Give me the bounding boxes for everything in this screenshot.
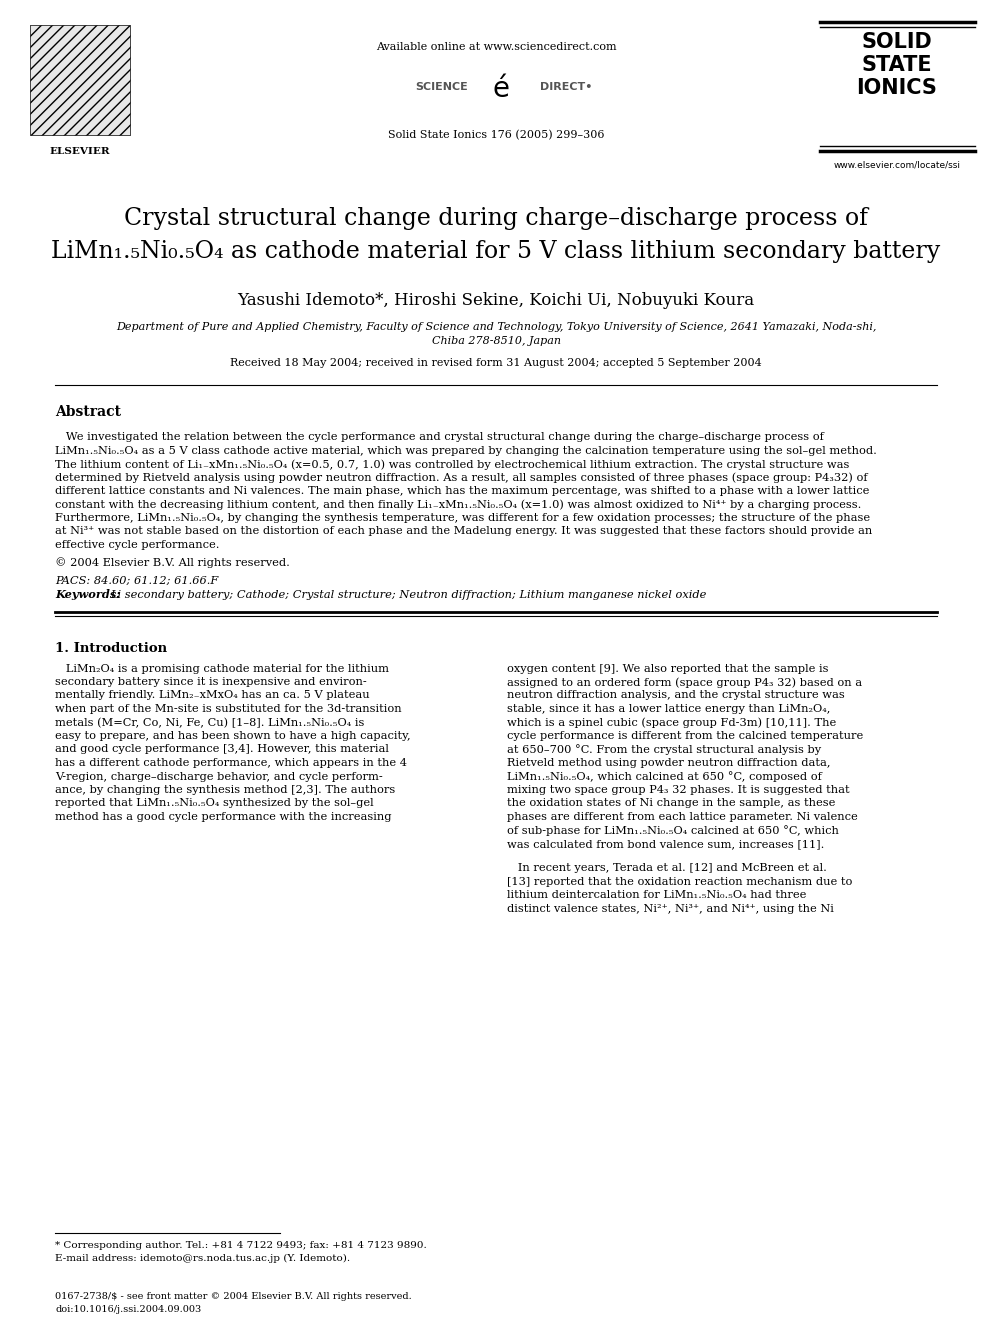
Text: method has a good cycle performance with the increasing: method has a good cycle performance with…: [55, 812, 392, 822]
Text: Rietveld method using powder neutron diffraction data,: Rietveld method using powder neutron dif…: [507, 758, 830, 767]
Text: and good cycle performance [3,4]. However, this material: and good cycle performance [3,4]. Howeve…: [55, 745, 389, 754]
Text: 1. Introduction: 1. Introduction: [55, 642, 167, 655]
Text: neutron diffraction analysis, and the crystal structure was: neutron diffraction analysis, and the cr…: [507, 691, 845, 700]
Text: LiMn₁.₅Ni₀.₅O₄, which calcined at 650 °C, composed of: LiMn₁.₅Ni₀.₅O₄, which calcined at 650 °C…: [507, 771, 822, 782]
Text: at 650–700 °C. From the crystal structural analysis by: at 650–700 °C. From the crystal structur…: [507, 745, 821, 755]
Text: é: é: [492, 75, 510, 103]
Text: oxygen content [9]. We also reported that the sample is: oxygen content [9]. We also reported tha…: [507, 664, 828, 673]
Text: effective cycle performance.: effective cycle performance.: [55, 540, 219, 550]
Text: Received 18 May 2004; received in revised form 31 August 2004; accepted 5 Septem: Received 18 May 2004; received in revise…: [230, 359, 762, 368]
Text: was calculated from bond valence sum, increases [11].: was calculated from bond valence sum, in…: [507, 839, 824, 849]
Text: Crystal structural change during charge–discharge process of: Crystal structural change during charge–…: [124, 206, 868, 230]
Text: Solid State Ionics 176 (2005) 299–306: Solid State Ionics 176 (2005) 299–306: [388, 130, 604, 140]
Text: mixing two space group P4₃ 32 phases. It is suggested that: mixing two space group P4₃ 32 phases. It…: [507, 785, 849, 795]
Text: IONICS: IONICS: [856, 78, 937, 98]
Text: Department of Pure and Applied Chemistry, Faculty of Science and Technology, Tok: Department of Pure and Applied Chemistry…: [116, 321, 876, 332]
Text: reported that LiMn₁.₅Ni₀.₅O₄ synthesized by the sol–gel: reported that LiMn₁.₅Ni₀.₅O₄ synthesized…: [55, 799, 374, 808]
Text: [13] reported that the oxidation reaction mechanism due to: [13] reported that the oxidation reactio…: [507, 877, 852, 886]
Text: the oxidation states of Ni change in the sample, as these: the oxidation states of Ni change in the…: [507, 799, 835, 808]
Text: www.elsevier.com/locate/ssi: www.elsevier.com/locate/ssi: [833, 161, 960, 169]
Text: distinct valence states, Ni²⁺, Ni³⁺, and Ni⁴⁺, using the Ni: distinct valence states, Ni²⁺, Ni³⁺, and…: [507, 904, 834, 914]
Text: In recent years, Terada et al. [12] and McBreen et al.: In recent years, Terada et al. [12] and …: [507, 864, 827, 873]
Text: lithium deintercalation for LiMn₁.₅Ni₀.₅O₄ had three: lithium deintercalation for LiMn₁.₅Ni₀.₅…: [507, 890, 806, 900]
Text: metals (M=Cr, Co, Ni, Fe, Cu) [1–8]. LiMn₁.₅Ni₀.₅O₄ is: metals (M=Cr, Co, Ni, Fe, Cu) [1–8]. LiM…: [55, 717, 364, 728]
Text: secondary battery since it is inexpensive and environ-: secondary battery since it is inexpensiv…: [55, 677, 367, 687]
Text: assigned to an ordered form (space group P4₃ 32) based on a: assigned to an ordered form (space group…: [507, 677, 862, 688]
Text: ELSEVIER: ELSEVIER: [50, 147, 110, 156]
Text: Li secondary battery; Cathode; Crystal structure; Neutron diffraction; Lithium m: Li secondary battery; Cathode; Crystal s…: [110, 590, 706, 599]
Text: Available online at www.sciencedirect.com: Available online at www.sciencedirect.co…: [376, 42, 616, 52]
Text: constant with the decreasing lithium content, and then finally Li₁₋xMn₁.₅Ni₀.₅O₄: constant with the decreasing lithium con…: [55, 500, 861, 511]
Text: Furthermore, LiMn₁.₅Ni₀.₅O₄, by changing the synthesis temperature, was differen: Furthermore, LiMn₁.₅Ni₀.₅O₄, by changing…: [55, 513, 870, 523]
Text: DIRECT•: DIRECT•: [540, 82, 592, 93]
Text: Yasushi Idemoto*, Hiroshi Sekine, Koichi Ui, Nobuyuki Koura: Yasushi Idemoto*, Hiroshi Sekine, Koichi…: [237, 292, 755, 310]
Text: has a different cathode performance, which appears in the 4: has a different cathode performance, whi…: [55, 758, 407, 767]
Text: Abstract: Abstract: [55, 405, 121, 419]
Text: cycle performance is different from the calcined temperature: cycle performance is different from the …: [507, 732, 863, 741]
Text: ance, by changing the synthesis method [2,3]. The authors: ance, by changing the synthesis method […: [55, 785, 395, 795]
Text: different lattice constants and Ni valences. The main phase, which has the maxim: different lattice constants and Ni valen…: [55, 486, 869, 496]
Text: © 2004 Elsevier B.V. All rights reserved.: © 2004 Elsevier B.V. All rights reserved…: [55, 557, 290, 569]
Text: when part of the Mn-site is substituted for the 3d-transition: when part of the Mn-site is substituted …: [55, 704, 402, 714]
Text: stable, since it has a lower lattice energy than LiMn₂O₄,: stable, since it has a lower lattice ene…: [507, 704, 830, 714]
Text: Chiba 278-8510, Japan: Chiba 278-8510, Japan: [432, 336, 560, 347]
Text: We investigated the relation between the cycle performance and crystal structura: We investigated the relation between the…: [55, 433, 824, 442]
Text: determined by Rietveld analysis using powder neutron diffraction. As a result, a: determined by Rietveld analysis using po…: [55, 472, 868, 483]
Text: 0167-2738/$ - see front matter © 2004 Elsevier B.V. All rights reserved.: 0167-2738/$ - see front matter © 2004 El…: [55, 1293, 412, 1301]
Text: phases are different from each lattice parameter. Ni valence: phases are different from each lattice p…: [507, 812, 858, 822]
Text: which is a spinel cubic (space group Fd-3m) [10,11]. The: which is a spinel cubic (space group Fd-…: [507, 717, 836, 728]
Text: STATE: STATE: [862, 56, 932, 75]
Text: SCIENCE: SCIENCE: [415, 82, 468, 93]
Bar: [30, 25, 130, 135]
Text: Keywords:: Keywords:: [55, 590, 125, 601]
Text: PACS: 84.60; 61.12; 61.66.F: PACS: 84.60; 61.12; 61.66.F: [55, 576, 218, 586]
Text: * Corresponding author. Tel.: +81 4 7122 9493; fax: +81 4 7123 9890.: * Corresponding author. Tel.: +81 4 7122…: [55, 1241, 427, 1250]
Text: E-mail address: idemoto@rs.noda.tus.ac.jp (Y. Idemoto).: E-mail address: idemoto@rs.noda.tus.ac.j…: [55, 1254, 350, 1263]
Text: The lithium content of Li₁₋xMn₁.₅Ni₀.₅O₄ (x=0.5, 0.7, 1.0) was controlled by ele: The lithium content of Li₁₋xMn₁.₅Ni₀.₅O₄…: [55, 459, 849, 470]
Text: V-region, charge–discharge behavior, and cycle perform-: V-region, charge–discharge behavior, and…: [55, 771, 383, 782]
Text: LiMn₁.₅Ni₀.₅O₄ as a 5 V class cathode active material, which was prepared by cha: LiMn₁.₅Ni₀.₅O₄ as a 5 V class cathode ac…: [55, 446, 877, 455]
Text: LiMn₂O₄ is a promising cathode material for the lithium: LiMn₂O₄ is a promising cathode material …: [55, 664, 389, 673]
Text: doi:10.1016/j.ssi.2004.09.003: doi:10.1016/j.ssi.2004.09.003: [55, 1304, 201, 1314]
Text: easy to prepare, and has been shown to have a high capacity,: easy to prepare, and has been shown to h…: [55, 732, 411, 741]
Text: mentally friendly. LiMn₂₋xMxO₄ has an ca. 5 V plateau: mentally friendly. LiMn₂₋xMxO₄ has an ca…: [55, 691, 370, 700]
Text: of sub-phase for LiMn₁.₅Ni₀.₅O₄ calcined at 650 °C, which: of sub-phase for LiMn₁.₅Ni₀.₅O₄ calcined…: [507, 826, 839, 836]
Text: at Ni³⁺ was not stable based on the distortion of each phase and the Madelung en: at Ni³⁺ was not stable based on the dist…: [55, 527, 872, 537]
Text: SOLID: SOLID: [862, 32, 932, 52]
Text: LiMn₁.₅Ni₀.₅O₄ as cathode material for 5 V class lithium secondary battery: LiMn₁.₅Ni₀.₅O₄ as cathode material for 5…: [52, 239, 940, 263]
